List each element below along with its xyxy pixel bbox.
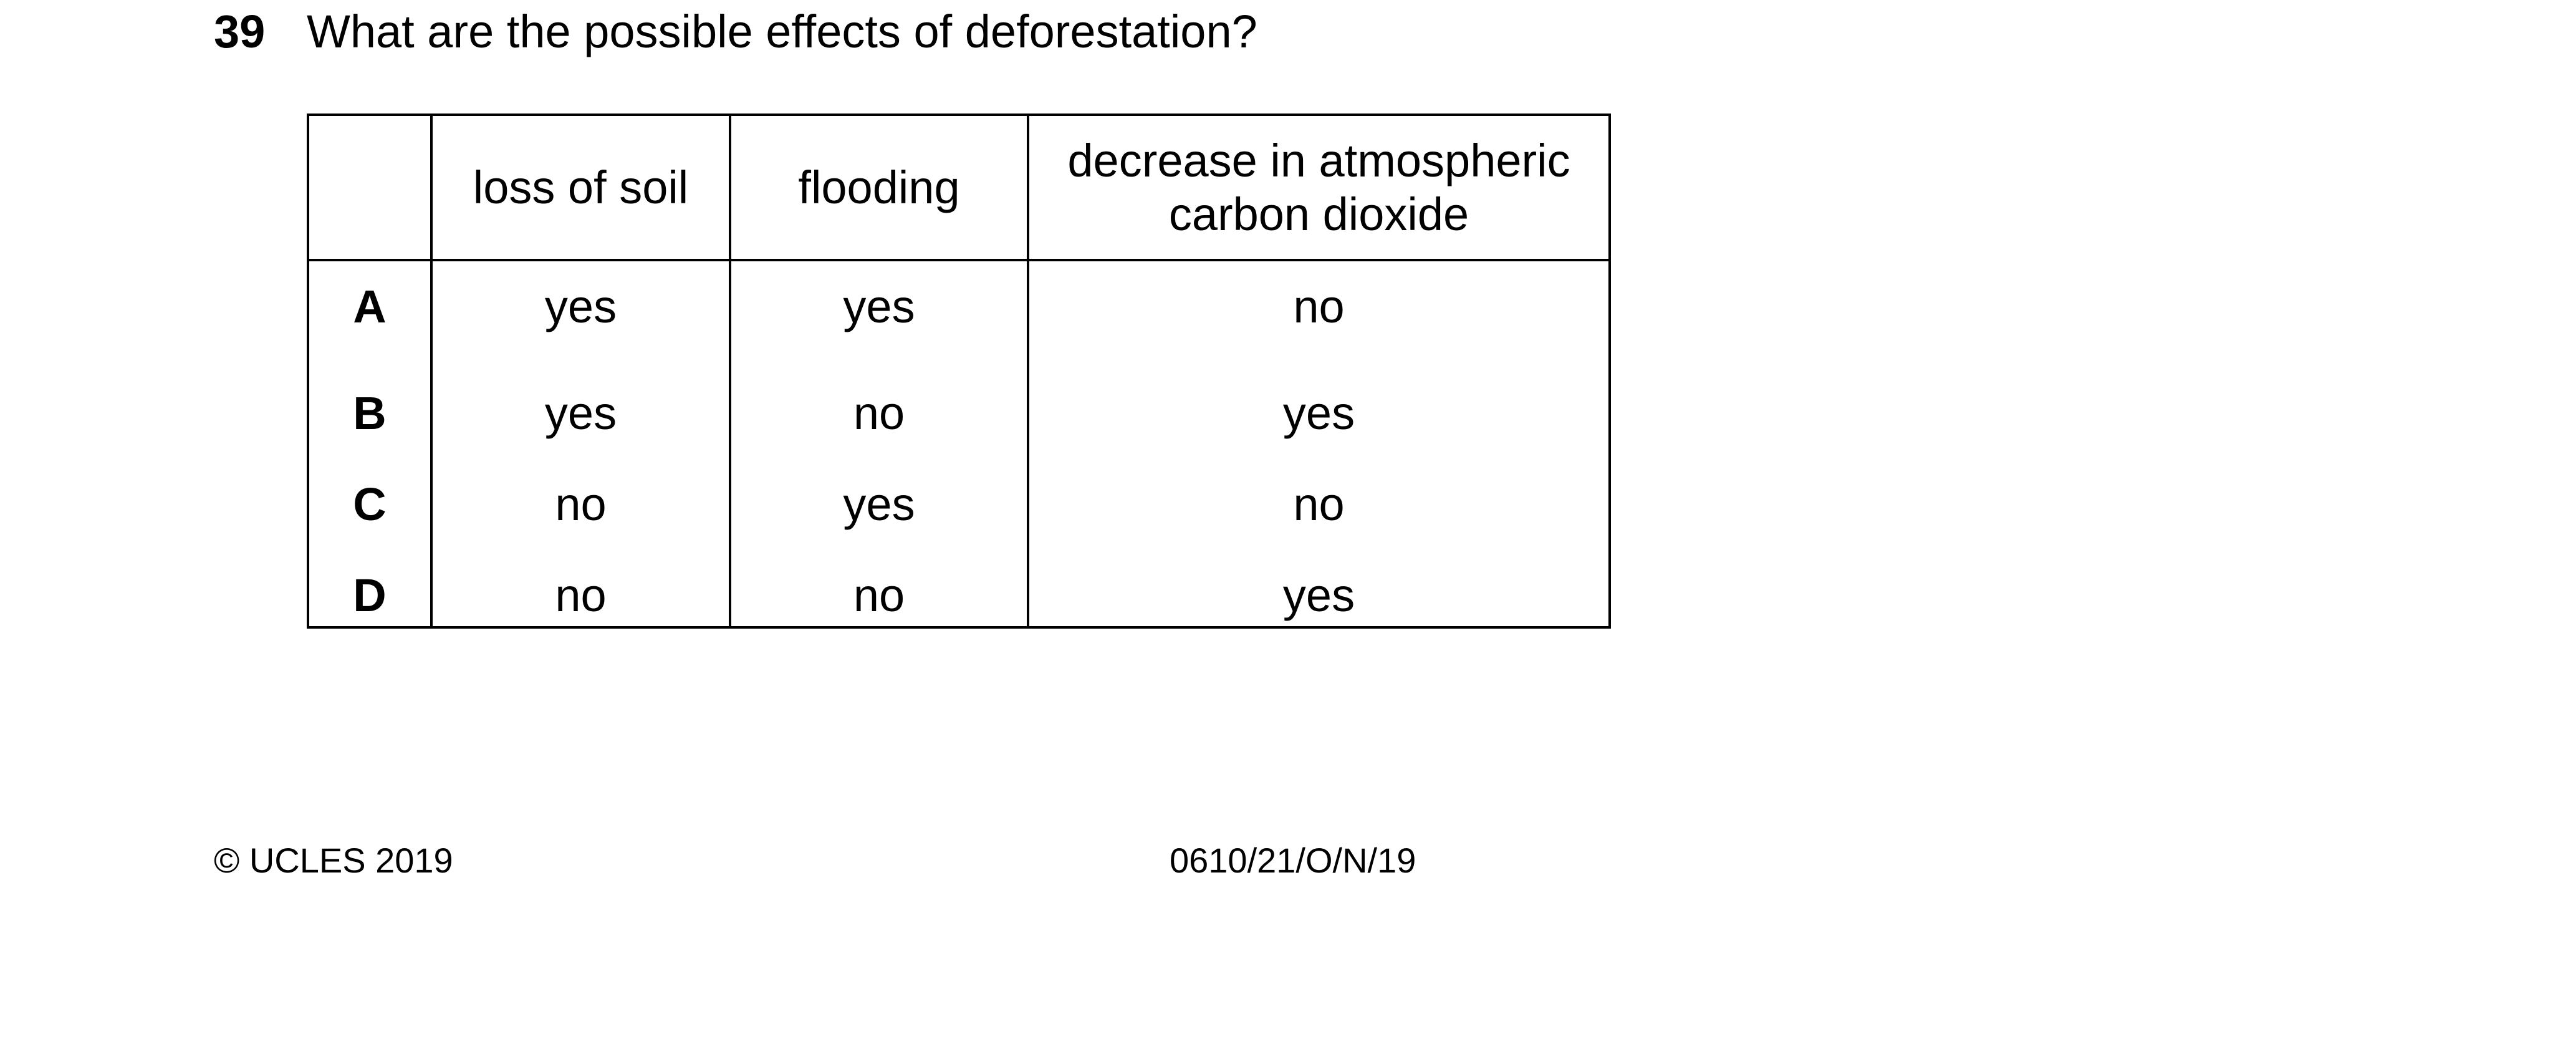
question-number: 39 xyxy=(214,6,266,57)
header-blank-cell xyxy=(308,115,431,261)
cell-decrease-co2: no xyxy=(1027,260,1610,374)
table-row: B yes no yes xyxy=(308,374,1610,465)
cell-loss-of-soil: no xyxy=(430,556,730,627)
cell-decrease-co2: no xyxy=(1027,465,1610,556)
paper-code-footer: 0610/21/O/N/19 xyxy=(1170,841,1416,880)
question-text: What are the possible effects of defores… xyxy=(307,6,1257,57)
option-letter: A xyxy=(353,281,387,332)
copyright-footer: © UCLES 2019 xyxy=(214,841,453,880)
cell-decrease-co2: yes xyxy=(1027,556,1610,627)
header-decrease-co2: decrease in atmospheric carbon dioxide xyxy=(1027,115,1610,261)
answer-options-table: loss of soil flooding decrease in atmosp… xyxy=(307,114,1611,629)
header-loss-of-soil: loss of soil xyxy=(430,115,730,261)
table-row: D no no yes xyxy=(308,556,1610,627)
cell-flooding: yes xyxy=(729,465,1028,556)
table-row: C no yes no xyxy=(308,465,1610,556)
cell-loss-of-soil: no xyxy=(430,465,730,556)
cell-loss-of-soil: yes xyxy=(430,374,730,465)
cell-flooding: no xyxy=(729,374,1028,465)
cell-flooding: no xyxy=(729,556,1028,627)
option-letter: B xyxy=(353,387,387,439)
cell-decrease-co2: yes xyxy=(1027,374,1610,465)
cell-flooding: yes xyxy=(729,260,1028,374)
table-row: A yes yes no xyxy=(308,260,1610,374)
cell-loss-of-soil: yes xyxy=(430,260,730,374)
option-letter: C xyxy=(353,478,387,530)
option-letter: D xyxy=(353,569,387,621)
header-flooding: flooding xyxy=(729,115,1028,261)
table-header-row: loss of soil flooding decrease in atmosp… xyxy=(308,115,1610,261)
